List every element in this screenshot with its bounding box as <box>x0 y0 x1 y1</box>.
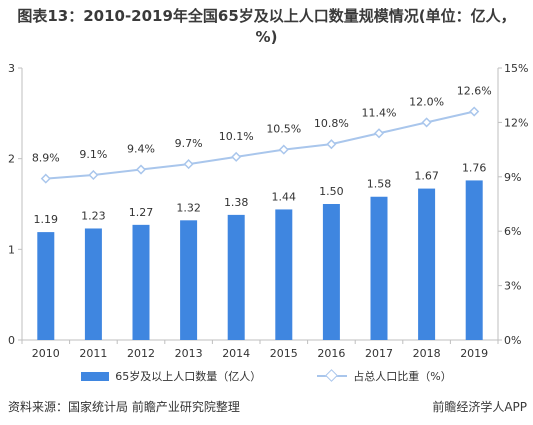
bar-value-label: 1.23 <box>81 209 106 222</box>
bar-value-label: 1.50 <box>319 185 344 198</box>
y-right-tick-label: 3% <box>504 280 521 293</box>
bar <box>132 224 150 340</box>
legend-swatch-line <box>317 369 348 382</box>
line-point <box>326 139 337 150</box>
bar <box>180 220 198 340</box>
y-left-tick-label: 1 <box>8 243 15 256</box>
x-tick-label: 2012 <box>127 347 155 360</box>
bar-value-label: 1.67 <box>414 170 439 183</box>
bar-value-label: 1.27 <box>129 206 154 219</box>
line-value-label: 10.8% <box>314 117 349 130</box>
line-point <box>469 106 480 117</box>
line-value-label: 12.0% <box>409 95 444 108</box>
chart-title: 图表13：2010-2019年全国65岁及以上人口数量规模情况(单位：亿人，%) <box>17 7 516 46</box>
line-value-label: 10.5% <box>266 123 301 136</box>
line-point <box>88 169 99 181</box>
line-value-label: 9.4% <box>127 143 155 156</box>
source-note: 资料来源：国家统计局 前瞻产业研究院整理 <box>8 400 240 414</box>
line-point <box>421 117 432 128</box>
line-point <box>231 151 242 162</box>
legend-item-line: 占总人口比重（%） <box>317 368 452 384</box>
line-value-label: 9.1% <box>79 148 107 161</box>
line-value-label: 10.1% <box>219 130 254 143</box>
bar <box>84 228 102 340</box>
line-point <box>183 159 194 170</box>
y-left-tick-label: 3 <box>8 62 15 75</box>
x-tick-label: 2017 <box>365 347 393 360</box>
brand-logo-text: 前瞻经济学人APP <box>432 400 527 414</box>
bar-value-label: 1.44 <box>272 190 297 203</box>
x-tick-label: 2014 <box>222 347 250 360</box>
legend-item-bar: 65岁及以上人口数量（亿人） <box>81 368 261 384</box>
legend-swatch-bar <box>81 371 110 381</box>
line-value-label: 12.6% <box>457 85 492 98</box>
share-line <box>45 110 475 180</box>
bar <box>370 196 388 340</box>
x-tick-label: 2019 <box>460 347 488 360</box>
y-right-tick-label: 15% <box>504 62 528 75</box>
x-tick-label: 2018 <box>413 347 441 360</box>
y-left-tick-label: 2 <box>8 153 15 166</box>
x-tick-label: 2015 <box>270 347 298 360</box>
x-tick-label: 2016 <box>317 347 345 360</box>
bar <box>418 188 436 340</box>
y-left-tick-label: 0 <box>8 334 15 347</box>
bar-value-label: 1.76 <box>462 161 487 174</box>
line-value-label: 8.9% <box>32 152 60 165</box>
line-point <box>373 128 385 139</box>
legend-label-bar: 65岁及以上人口数量（亿人） <box>115 370 262 383</box>
y-right-tick-label: 0% <box>504 334 521 347</box>
bar <box>322 204 340 340</box>
chart-legend: 65岁及以上人口数量（亿人） 占总人口比重（%） <box>0 368 533 384</box>
x-tick-label: 2010 <box>32 347 60 360</box>
y-right-tick-label: 12% <box>504 116 528 129</box>
bar <box>465 180 483 340</box>
bar <box>275 209 293 340</box>
line-point <box>278 144 289 155</box>
line-point <box>135 164 147 175</box>
x-tick-label: 2013 <box>175 347 203 360</box>
bar-value-label: 1.32 <box>176 201 201 214</box>
bar <box>37 232 55 340</box>
bar-value-label: 1.38 <box>224 196 249 209</box>
line-value-label: 11.4% <box>362 106 397 119</box>
bar <box>227 214 245 340</box>
y-right-tick-label: 6% <box>504 225 521 238</box>
legend-label-line: 占总人口比重（%） <box>353 370 452 383</box>
line-value-label: 9.7% <box>175 137 203 150</box>
x-tick-label: 2011 <box>79 347 107 360</box>
bar-value-label: 1.58 <box>367 178 392 191</box>
line-point <box>40 173 51 184</box>
bar-value-label: 1.19 <box>34 213 59 226</box>
y-right-tick-label: 9% <box>504 171 521 184</box>
